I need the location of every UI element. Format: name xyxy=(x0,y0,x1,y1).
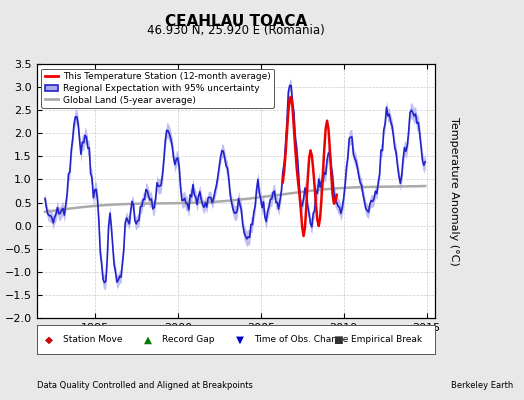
Text: Berkeley Earth: Berkeley Earth xyxy=(451,381,514,390)
Text: Time of Obs. Change: Time of Obs. Change xyxy=(254,335,348,344)
Text: Record Gap: Record Gap xyxy=(162,335,215,344)
Text: Empirical Break: Empirical Break xyxy=(351,335,422,344)
Text: Station Move: Station Move xyxy=(62,335,122,344)
Legend: This Temperature Station (12-month average), Regional Expectation with 95% uncer: This Temperature Station (12-month avera… xyxy=(41,68,274,108)
Text: ▼: ▼ xyxy=(236,334,244,344)
Text: ■: ■ xyxy=(333,334,343,344)
Y-axis label: Temperature Anomaly (°C): Temperature Anomaly (°C) xyxy=(449,117,459,265)
Text: 46.930 N, 25.920 E (Romania): 46.930 N, 25.920 E (Romania) xyxy=(147,24,325,37)
Text: ◆: ◆ xyxy=(45,334,52,344)
Text: ▲: ▲ xyxy=(144,334,152,344)
Text: CEAHLAU TOACA: CEAHLAU TOACA xyxy=(165,14,307,29)
Text: Data Quality Controlled and Aligned at Breakpoints: Data Quality Controlled and Aligned at B… xyxy=(37,381,253,390)
